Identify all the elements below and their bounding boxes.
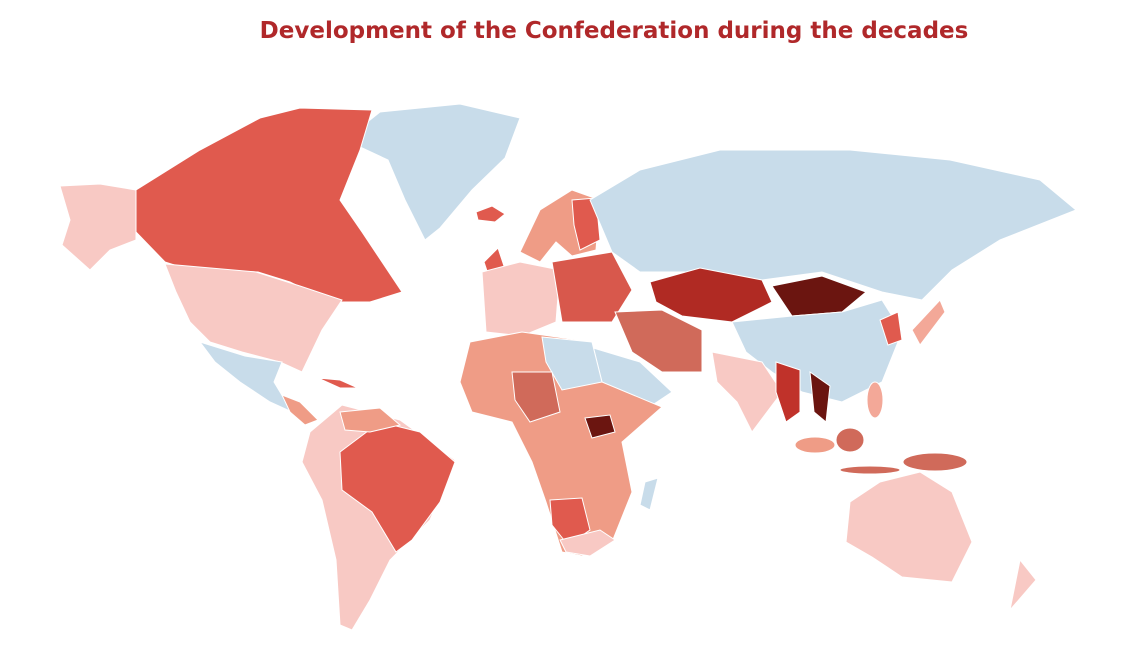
cuba	[317, 377, 359, 389]
western-europe	[481, 261, 561, 337]
mongolia	[771, 275, 867, 317]
indonesia-2	[835, 427, 865, 453]
alaska	[59, 183, 137, 271]
madagascar	[639, 477, 659, 511]
russia	[589, 149, 1077, 301]
north-east-africa	[541, 336, 603, 391]
central-america	[281, 394, 319, 426]
vietnam	[809, 370, 831, 423]
eastern-europe	[551, 251, 633, 323]
philippines	[866, 381, 884, 419]
japan	[911, 299, 946, 346]
map-title: Development of the Confederation during …	[259, 18, 969, 44]
india	[711, 351, 783, 433]
countries	[59, 103, 1077, 631]
australia	[845, 471, 973, 583]
iceland	[475, 205, 506, 223]
new-zealand	[1009, 558, 1037, 612]
kazakhstan	[649, 267, 773, 323]
venezuela	[339, 407, 402, 433]
usa	[164, 263, 343, 373]
iran-region	[614, 309, 703, 373]
myanmar	[775, 361, 801, 423]
korea-japan	[879, 311, 903, 346]
brazil	[339, 421, 456, 553]
greenland	[344, 103, 521, 241]
sahel	[511, 371, 561, 423]
new-guinea	[902, 452, 968, 472]
south-africa	[559, 529, 616, 557]
indonesia-3	[839, 465, 901, 475]
indonesia-1	[794, 436, 836, 454]
south-sudan	[584, 414, 616, 439]
